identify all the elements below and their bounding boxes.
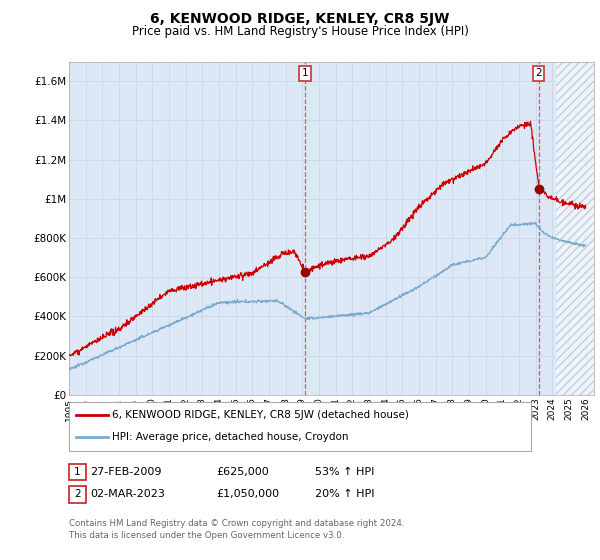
Text: 02-MAR-2023: 02-MAR-2023	[90, 489, 165, 499]
Text: 2: 2	[74, 489, 81, 499]
Text: £625,000: £625,000	[216, 466, 269, 477]
Text: Contains HM Land Registry data © Crown copyright and database right 2024.: Contains HM Land Registry data © Crown c…	[69, 519, 404, 528]
Text: 2: 2	[535, 68, 542, 78]
Text: 53% ↑ HPI: 53% ↑ HPI	[315, 466, 374, 477]
Text: HPI: Average price, detached house, Croydon: HPI: Average price, detached house, Croy…	[112, 432, 349, 442]
Text: 1: 1	[74, 466, 81, 477]
Text: 6, KENWOOD RIDGE, KENLEY, CR8 5JW: 6, KENWOOD RIDGE, KENLEY, CR8 5JW	[151, 12, 449, 26]
Bar	[556, 62, 600, 395]
Text: 27-FEB-2009: 27-FEB-2009	[90, 466, 161, 477]
Text: 1: 1	[302, 68, 308, 78]
Text: This data is licensed under the Open Government Licence v3.0.: This data is licensed under the Open Gov…	[69, 531, 344, 540]
Text: 20% ↑ HPI: 20% ↑ HPI	[315, 489, 374, 499]
Text: Price paid vs. HM Land Registry's House Price Index (HPI): Price paid vs. HM Land Registry's House …	[131, 25, 469, 38]
Text: 6, KENWOOD RIDGE, KENLEY, CR8 5JW (detached house): 6, KENWOOD RIDGE, KENLEY, CR8 5JW (detac…	[112, 410, 409, 421]
Text: £1,050,000: £1,050,000	[216, 489, 279, 499]
